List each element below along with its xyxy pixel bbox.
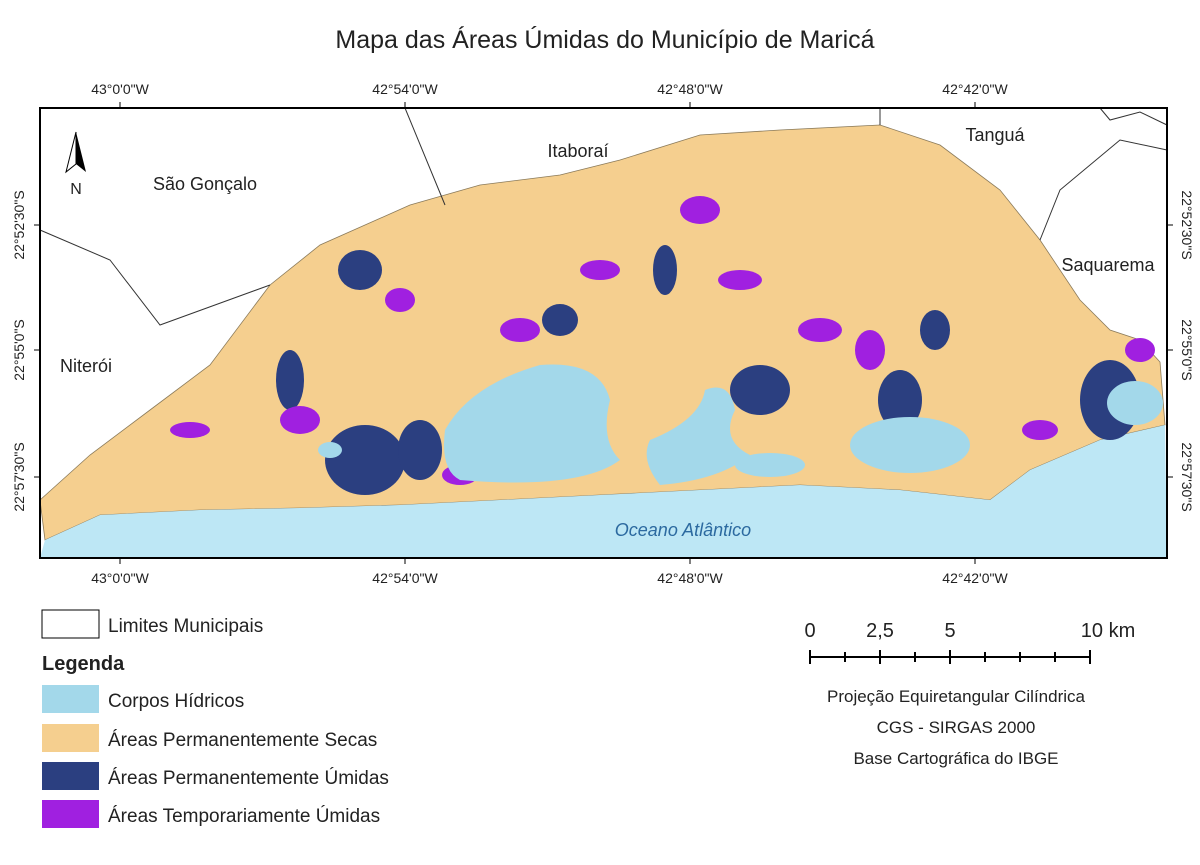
coord-label: 42°48'0"W: [657, 81, 723, 97]
place-label: Niterói: [60, 356, 112, 376]
projection-text: CGS - SIRGAS 2000: [877, 718, 1036, 737]
ocean: [40, 425, 1167, 558]
ocean-label: Oceano Atlântico: [615, 520, 751, 540]
coord-label: 22°57'30"S: [1179, 442, 1195, 511]
scale-label: 0: [804, 620, 815, 642]
coord-label: 22°57'30"S: [11, 442, 27, 511]
coord-label: 43°0'0"W: [91, 570, 149, 586]
place-label: Itaboraí: [547, 141, 608, 161]
legend-label: Corpos Hídricos: [108, 691, 244, 712]
municipal-boundaries: [39, 107, 1168, 326]
coord-label: 42°48'0"W: [657, 570, 723, 586]
map-title: Mapa das Áreas Úmidas do Município de Ma…: [335, 25, 874, 54]
projection-text: Base Cartográfica do IBGE: [853, 749, 1058, 768]
projection-text: Projeção Equiretangular Cilíndrica: [827, 687, 1086, 706]
north-arrow: N: [65, 131, 86, 198]
scale-bar: [809, 650, 1091, 664]
coord-label: 22°55'0"S: [11, 319, 27, 381]
legend-label: Áreas Permanentemente Úmidas: [108, 767, 389, 789]
coord-label: 22°52'30"S: [1179, 190, 1195, 259]
lagoons: [318, 364, 1163, 485]
place-label: Tanguá: [965, 125, 1025, 145]
legend-swatch: [42, 724, 99, 752]
coord-label: 43°0'0"W: [91, 81, 149, 97]
legend-label: Áreas Temporariamente Úmidas: [108, 805, 380, 827]
coord-label: 42°42'0"W: [942, 81, 1008, 97]
north-label: N: [70, 181, 82, 198]
coord-label: 42°54'0"W: [372, 570, 438, 586]
place-label: Saquarema: [1061, 255, 1155, 275]
boundary-swatch: [41, 609, 100, 639]
map-frame: [39, 107, 1168, 559]
scale-label: 10 km: [1081, 620, 1135, 642]
legend-swatch: [42, 762, 99, 790]
legend-swatch: [42, 685, 99, 713]
coord-label: 22°52'30"S: [11, 190, 27, 259]
coord-label: 22°55'0"S: [1179, 319, 1195, 381]
legend-title: Legenda: [42, 653, 125, 675]
map-area: N São Gonçalo Itaboraí Tanguá Saquarema …: [39, 107, 1168, 559]
legend-swatch: [42, 800, 99, 828]
scale-label: 2,5: [866, 620, 894, 642]
permanent-wetlands: [276, 245, 1140, 495]
scale-label: 5: [944, 620, 955, 642]
legend-label: Limites Municipais: [108, 616, 263, 637]
place-label: São Gonçalo: [153, 174, 257, 194]
temporary-wetlands: [170, 196, 1155, 485]
coord-label: 42°42'0"W: [942, 570, 1008, 586]
coordinate-labels: 43°0'0"W 43°0'0"W 42°54'0"W 42°54'0"W 42°48'…: [11, 81, 1195, 586]
legend-label: Áreas Permanentemente Secas: [108, 730, 377, 751]
coord-label: 42°54'0"W: [372, 81, 438, 97]
